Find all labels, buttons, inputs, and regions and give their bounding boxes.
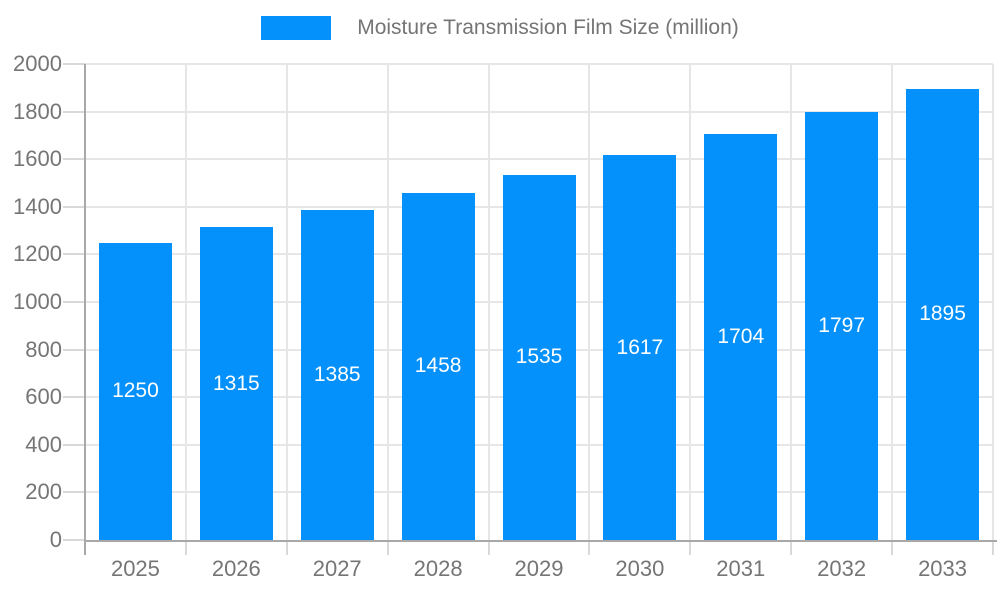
bar-value-label: 1250	[112, 379, 159, 403]
bar-value-label: 1385	[313, 363, 361, 387]
x-axis-label: 2033	[918, 556, 968, 581]
y-axis-tick	[63, 63, 85, 65]
bar-value-label: 1617	[616, 335, 664, 359]
gridline-vertical	[790, 64, 793, 540]
bar-value-label: 1535	[515, 345, 563, 369]
y-axis-tick	[63, 443, 85, 446]
legend-swatch	[261, 16, 332, 40]
x-axis-tick	[588, 542, 591, 555]
y-axis-tick	[63, 158, 85, 161]
x-axis-tick	[285, 542, 288, 555]
gridline-vertical	[386, 64, 389, 540]
bar[interactable]: 1617	[603, 155, 677, 540]
x-axis-label: 2028	[413, 556, 463, 581]
x-axis-tick	[891, 542, 894, 555]
y-axis-tick	[63, 539, 85, 541]
y-axis-tick	[63, 301, 85, 303]
bar-value-label: 1458	[414, 354, 462, 378]
gridline-vertical	[285, 64, 288, 540]
y-axis-tick	[63, 491, 85, 494]
bar[interactable]: 1315	[199, 227, 273, 540]
gridline-vertical	[487, 64, 490, 540]
y-axis-label: 1000	[13, 289, 62, 314]
x-axis-tick	[689, 542, 692, 555]
gridline-horizontal	[85, 158, 993, 161]
x-axis-tick	[487, 542, 490, 555]
gridline-vertical	[891, 64, 894, 540]
bar-value-label: 1895	[919, 302, 966, 326]
x-axis-tick	[184, 542, 187, 555]
gridline-horizontal	[85, 63, 993, 65]
x-axis-label: 2026	[211, 556, 261, 581]
bar[interactable]: 1385	[300, 210, 374, 540]
y-axis-label: 0	[49, 527, 62, 552]
bar[interactable]: 1895	[906, 88, 980, 540]
x-axis-label: 2027	[312, 556, 362, 581]
legend[interactable]: Moisture Transmission Film Size (million…	[0, 16, 1000, 40]
x-axis-tick	[992, 542, 994, 555]
x-axis-line	[84, 540, 997, 542]
bar-value-label: 1704	[717, 325, 765, 349]
y-axis-label: 200	[25, 479, 62, 505]
y-axis-label: 800	[25, 336, 62, 362]
x-axis-tick	[790, 542, 793, 555]
y-axis-label: 400	[25, 431, 62, 457]
x-axis-label: 2031	[716, 556, 766, 581]
y-axis-label: 1200	[13, 241, 62, 267]
y-axis-line	[84, 64, 86, 555]
bar[interactable]: 1704	[704, 134, 778, 540]
bar[interactable]: 1535	[502, 174, 576, 540]
y-axis-tick	[63, 110, 85, 113]
gridline-vertical	[992, 64, 994, 540]
bar-value-label: 1315	[212, 371, 260, 395]
y-axis-label: 1800	[13, 98, 62, 124]
y-axis-tick	[63, 396, 85, 399]
gridline-vertical	[588, 64, 591, 540]
bar[interactable]: 1250	[98, 242, 172, 540]
x-axis-label: 2032	[817, 556, 867, 581]
y-axis-label: 1600	[13, 146, 62, 172]
y-axis-tick	[63, 205, 85, 208]
x-axis-tick	[386, 542, 389, 555]
x-axis-label: 2029	[514, 556, 564, 581]
y-axis-label: 600	[25, 384, 62, 410]
bar[interactable]: 1458	[401, 192, 475, 540]
y-axis-tick	[63, 253, 85, 256]
bar[interactable]: 1797	[805, 112, 879, 540]
gridline-horizontal	[85, 110, 993, 113]
gridline-vertical	[689, 64, 692, 540]
legend-label: Moisture Transmission Film Size (million…	[357, 16, 739, 39]
x-axis-label: 2025	[110, 556, 160, 581]
y-axis-tick	[63, 348, 85, 351]
y-axis-label: 2000	[13, 51, 62, 76]
x-axis-label: 2030	[615, 556, 665, 581]
y-axis-label: 1400	[13, 193, 62, 219]
gridline-vertical	[184, 64, 187, 540]
bar-value-label: 1797	[818, 314, 866, 338]
